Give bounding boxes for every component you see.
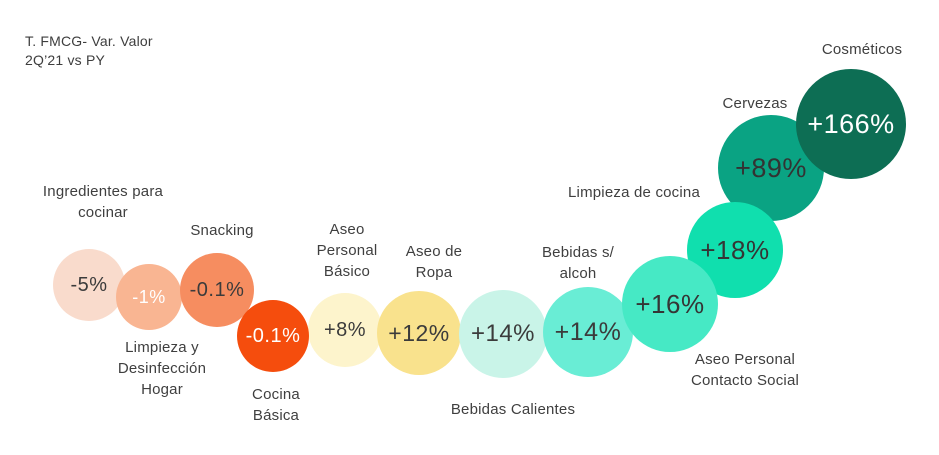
bubble-value-cervezas: +89% xyxy=(735,152,807,183)
category-label-aseo-personal-contacto-social: Aseo Personal Contacto Social xyxy=(690,351,800,389)
bubble-limpieza-de-cocina: +18% xyxy=(687,202,783,298)
bubble-bebidas-calientes: +14% xyxy=(459,290,547,378)
category-label-limpieza-y-desinfeccion-hogar: Limpieza y Desinfección Hogar xyxy=(117,339,207,398)
bubble-aseo-de-ropa: +12% xyxy=(377,291,461,375)
chart-title-line1: T. FMCG- Var. Valor xyxy=(25,33,153,49)
bubble-cosmeticos: +166% xyxy=(796,69,906,179)
bubble-bebidas-sin-alcohol: +14% xyxy=(543,287,633,377)
bubble-value-aseo-personal-basico: +8% xyxy=(323,318,367,341)
category-label-aseo-de-ropa: Aseo de Ropa xyxy=(405,243,463,281)
category-label-cervezas: Cervezas xyxy=(722,95,788,112)
chart-title: T. FMCG- Var. Valor 2Q’21 vs PY xyxy=(25,32,153,70)
bubble-value-cosmeticos: +166% xyxy=(807,108,895,139)
category-label-bebidas-calientes: Bebidas Calientes xyxy=(450,401,576,418)
bubble-value-bebidas-sin-alcohol: +14% xyxy=(554,317,622,346)
chart-title-line2: 2Q’21 vs PY xyxy=(25,52,106,68)
bubble-aseo-personal-basico: +8% xyxy=(308,293,382,367)
bubble-value-limpieza-de-cocina: +18% xyxy=(700,234,770,265)
category-label-cosmeticos: Cosméticos xyxy=(821,41,903,58)
bubble-value-bebidas-calientes: +14% xyxy=(470,320,536,347)
bubble-value-cocina-basica: -0.1% xyxy=(245,324,301,347)
bubble-value-ingredientes-para-cocinar: -5% xyxy=(70,273,108,296)
category-label-bebidas-sin-alcohol: Bebidas s/ alcoh xyxy=(541,244,615,282)
bubble-value-aseo-de-ropa: +12% xyxy=(388,319,450,346)
bubble-cocina-basica: -0.1% xyxy=(237,300,309,372)
category-label-limpieza-de-cocina: Limpieza de cocina xyxy=(567,184,701,201)
bubble-value-aseo-personal-contacto-social: +16% xyxy=(635,288,705,319)
bubble-limpieza-y-desinfeccion-hogar: -1% xyxy=(116,264,182,330)
bubble-value-snacking: -0.1% xyxy=(189,278,245,301)
category-label-aseo-personal-basico: Aseo Personal Básico xyxy=(316,221,378,280)
bubble-value-limpieza-y-desinfeccion-hogar: -1% xyxy=(132,286,166,307)
bubble-snacking: -0.1% xyxy=(180,253,254,327)
category-label-snacking: Snacking xyxy=(190,222,254,239)
category-label-cocina-basica: Cocina Básica xyxy=(252,386,300,424)
category-label-ingredientes-para-cocinar: Ingredientes para cocinar xyxy=(42,183,164,221)
bubble-ingredientes-para-cocinar: -5% xyxy=(53,249,125,321)
bubble-aseo-personal-contacto-social: +16% xyxy=(622,256,718,352)
